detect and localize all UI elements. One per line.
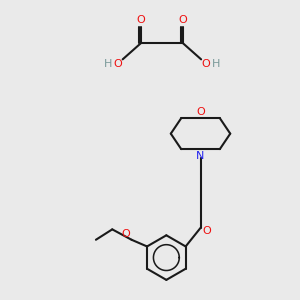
Text: O: O [122, 229, 130, 239]
Text: H: H [212, 59, 220, 69]
Text: H: H [103, 59, 112, 69]
Text: O: O [196, 107, 205, 117]
Text: N: N [196, 151, 205, 160]
Text: O: O [202, 59, 210, 69]
Text: O: O [203, 226, 212, 236]
Text: O: O [178, 15, 187, 25]
Text: O: O [137, 15, 146, 25]
Text: O: O [113, 59, 122, 69]
